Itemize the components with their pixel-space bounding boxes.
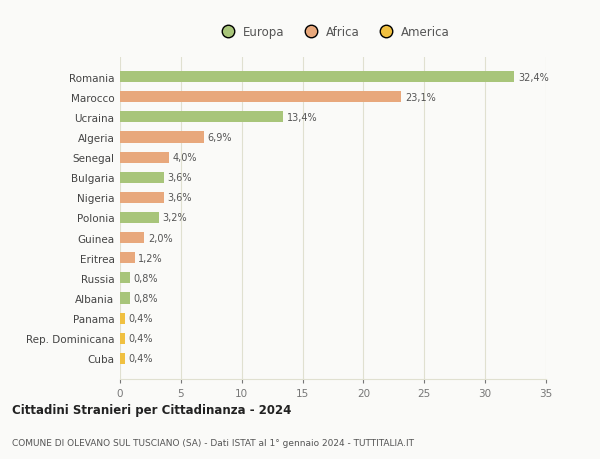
Text: Cittadini Stranieri per Cittadinanza - 2024: Cittadini Stranieri per Cittadinanza - 2… xyxy=(12,403,292,416)
Bar xyxy=(120,92,401,103)
Text: 0,4%: 0,4% xyxy=(128,313,153,324)
Legend: Europa, Africa, America: Europa, Africa, America xyxy=(211,22,455,44)
Bar xyxy=(120,132,204,143)
Bar xyxy=(120,72,514,83)
Text: 0,8%: 0,8% xyxy=(133,273,158,283)
Text: 4,0%: 4,0% xyxy=(172,153,197,163)
Bar xyxy=(120,152,169,163)
Text: 3,6%: 3,6% xyxy=(167,193,192,203)
Bar xyxy=(120,172,164,184)
Text: 1,2%: 1,2% xyxy=(138,253,163,263)
Bar xyxy=(120,273,130,284)
Bar xyxy=(120,353,125,364)
Bar xyxy=(120,233,145,244)
Bar xyxy=(120,192,164,203)
Bar xyxy=(120,333,125,344)
Text: 0,8%: 0,8% xyxy=(133,293,158,303)
Bar xyxy=(120,252,134,264)
Text: 0,4%: 0,4% xyxy=(128,353,153,364)
Text: 13,4%: 13,4% xyxy=(287,112,317,123)
Bar xyxy=(120,213,159,224)
Bar xyxy=(120,313,125,324)
Bar xyxy=(120,112,283,123)
Text: 6,9%: 6,9% xyxy=(208,133,232,143)
Bar xyxy=(120,293,130,304)
Text: 3,6%: 3,6% xyxy=(167,173,192,183)
Text: 23,1%: 23,1% xyxy=(405,93,436,102)
Text: 3,2%: 3,2% xyxy=(163,213,187,223)
Text: 2,0%: 2,0% xyxy=(148,233,173,243)
Text: COMUNE DI OLEVANO SUL TUSCIANO (SA) - Dati ISTAT al 1° gennaio 2024 - TUTTITALIA: COMUNE DI OLEVANO SUL TUSCIANO (SA) - Da… xyxy=(12,438,414,447)
Text: 0,4%: 0,4% xyxy=(128,334,153,343)
Text: 32,4%: 32,4% xyxy=(518,73,549,83)
